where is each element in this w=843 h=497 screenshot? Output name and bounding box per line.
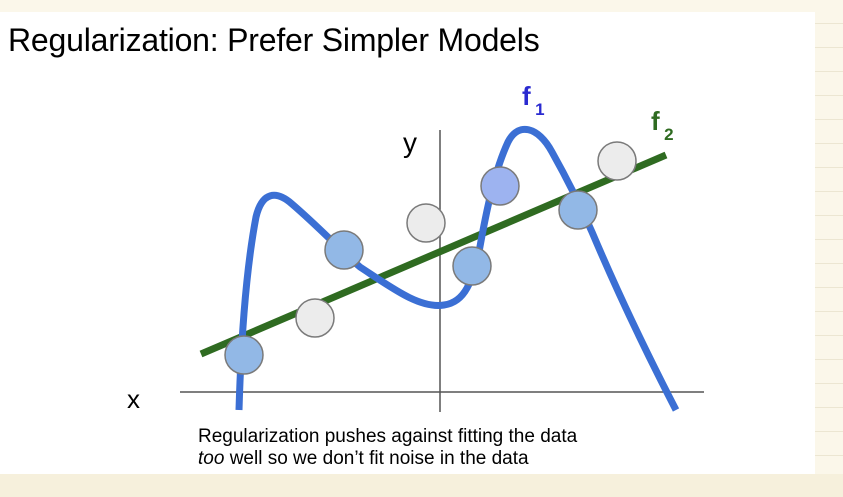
- slide-title: Regularization: Prefer Simpler Models: [8, 22, 540, 58]
- data-point-fitted: [558, 190, 598, 230]
- slide: Regularization: Prefer Simpler Models x …: [0, 12, 815, 474]
- y-axis-label: y: [403, 127, 417, 158]
- f2-line: [199, 151, 668, 358]
- caption-emphasis: too: [198, 448, 225, 469]
- data-point-noise: [406, 203, 446, 243]
- caption-line-2: too well so we don’t fit noise in the da…: [198, 448, 577, 470]
- data-point-noise: [597, 141, 637, 181]
- data-point-fitted: [452, 246, 492, 286]
- bottom-strip: [0, 474, 843, 497]
- data-point-fitted: [480, 166, 520, 206]
- caption: Regularization pushes against fitting th…: [198, 426, 577, 470]
- caption-line-1: Regularization pushes against fitting th…: [198, 426, 578, 447]
- f1-label: f 1: [522, 81, 545, 119]
- f2-letter: f: [651, 106, 660, 136]
- x-axis-label: x: [127, 384, 140, 414]
- f2-subscript: 2: [664, 125, 673, 144]
- f2-label: f 2: [651, 106, 674, 144]
- data-point-fitted: [224, 335, 264, 375]
- caption-line-2-rest: well so we don’t fit noise in the data: [224, 448, 529, 469]
- f1-subscript: 1: [535, 100, 544, 119]
- f1-letter: f: [522, 81, 531, 111]
- data-point-fitted: [324, 230, 364, 270]
- regularization-diagram: x y f 1 f 2: [127, 81, 704, 414]
- data-point-noise: [295, 298, 335, 338]
